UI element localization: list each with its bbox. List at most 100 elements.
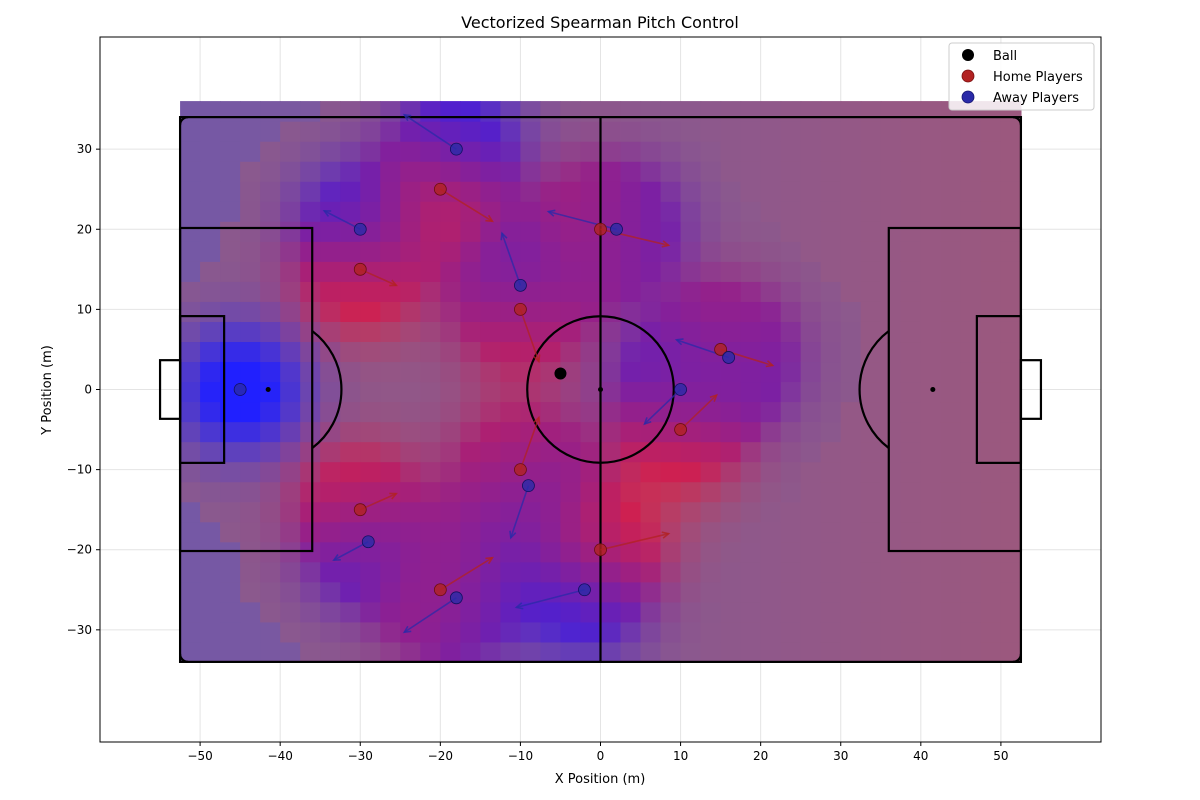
field-cell [320, 321, 341, 343]
field-cell [280, 321, 301, 343]
field-cell [860, 181, 882, 202]
field-cell [560, 541, 582, 563]
field-cell [480, 601, 501, 623]
field-cell [180, 261, 201, 282]
field-cell [640, 301, 662, 322]
field-cell [280, 521, 301, 543]
field-cell [440, 541, 461, 563]
field-cell [800, 101, 822, 122]
field-cell [480, 221, 501, 242]
field-cell [280, 441, 301, 463]
field-cell [180, 561, 201, 583]
field-cell [780, 381, 802, 403]
field-cell [580, 381, 602, 403]
field-cell [600, 161, 622, 182]
away-player-marker [449, 591, 463, 605]
field-cell [720, 401, 742, 423]
y-tick-label: 10 [77, 302, 92, 316]
field-cell [460, 261, 481, 282]
field-cell [480, 561, 501, 583]
field-cell [1000, 421, 1022, 443]
field-cell [860, 521, 882, 543]
field-cell [1000, 441, 1022, 463]
field-cell [540, 341, 562, 363]
field-cell [380, 341, 401, 363]
field-cell [900, 101, 922, 122]
field-cell [400, 221, 421, 242]
field-cell [200, 521, 221, 543]
field-cell [780, 101, 802, 122]
field-cell [320, 641, 341, 663]
field-cell [280, 161, 301, 182]
field-cell [660, 541, 682, 563]
field-cell [400, 381, 421, 403]
field-cell [240, 361, 261, 383]
field-cell [820, 441, 842, 463]
field-cell [480, 461, 501, 483]
field-cell [180, 161, 201, 182]
field-cell [740, 481, 762, 503]
field-cell [920, 361, 942, 383]
field-cell [340, 181, 361, 202]
field-cell [600, 441, 622, 463]
field-cell [320, 241, 341, 262]
field-cell [280, 301, 301, 322]
field-cell [880, 101, 902, 122]
x-tick-label: −40 [268, 749, 293, 763]
arrow-shaft [519, 309, 540, 362]
field-cell [360, 301, 381, 322]
field-cell [960, 241, 982, 262]
field-cell [620, 301, 642, 322]
field-cell [560, 401, 582, 423]
field-cell [520, 181, 542, 202]
field-cell [660, 441, 682, 463]
field-cell [560, 461, 582, 483]
field-cell [240, 561, 261, 583]
field-cell [300, 561, 321, 583]
field-cell [820, 301, 842, 322]
field-cell [760, 421, 782, 443]
field-cell [200, 501, 221, 523]
field-cell [780, 621, 802, 643]
field-cell [640, 121, 662, 142]
field-cell [620, 401, 642, 423]
field-cell [560, 601, 582, 623]
field-cell [980, 521, 1002, 543]
field-cell [620, 141, 642, 162]
field-cell [820, 261, 842, 282]
field-cell [700, 281, 722, 302]
field-cell [620, 561, 642, 583]
field-cell [480, 281, 501, 302]
field-cell [780, 361, 802, 383]
away-player-marker [514, 278, 527, 292]
field-cell [280, 561, 301, 583]
field-cell [760, 561, 782, 583]
field-cell [600, 641, 622, 663]
field-cell [220, 301, 241, 322]
field-cell [200, 581, 221, 603]
field-cell [1000, 521, 1022, 543]
field-cell [800, 201, 822, 222]
field-cell [540, 261, 562, 282]
field-cell [760, 501, 782, 523]
field-cell [780, 161, 802, 182]
field-cell [220, 121, 241, 142]
field-cell [260, 481, 281, 503]
field-cell [320, 121, 341, 142]
field-cell [200, 301, 221, 322]
field-cell [280, 581, 301, 603]
field-cell [620, 421, 642, 443]
field-cell [700, 441, 722, 463]
field-cell [200, 621, 221, 643]
field-cell [480, 521, 501, 543]
field-cell [800, 601, 822, 623]
field-cell [840, 641, 862, 663]
field-cell [460, 221, 481, 242]
field-cell [420, 141, 441, 162]
field-cell [200, 481, 221, 503]
field-cell [480, 141, 501, 162]
legend-ball-marker [962, 49, 974, 61]
field-cell [680, 221, 702, 242]
arrow-head [509, 530, 517, 540]
field-cell [660, 521, 682, 543]
